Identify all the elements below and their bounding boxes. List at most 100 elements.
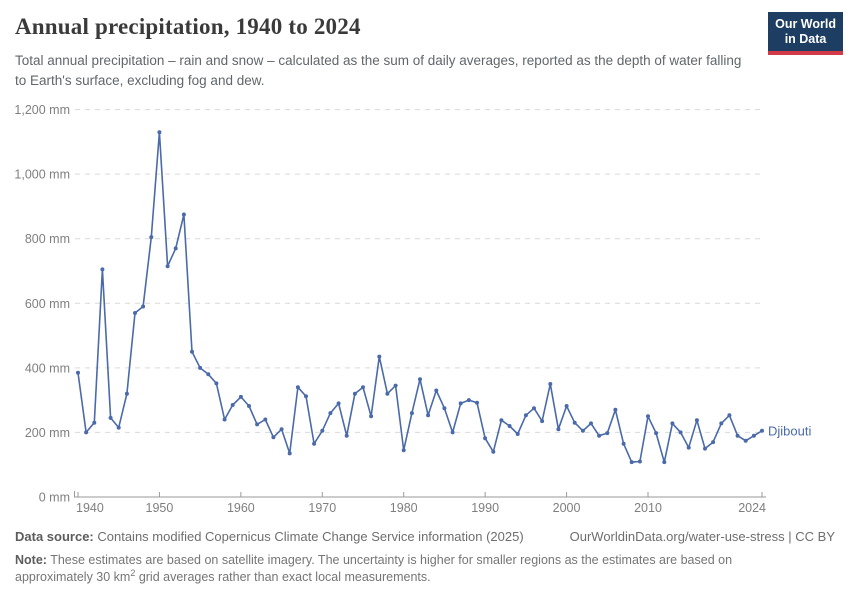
data-point[interactable] — [263, 417, 268, 422]
entity-label-djibouti[interactable]: Djibouti — [768, 423, 811, 438]
data-point[interactable] — [312, 441, 317, 446]
data-point[interactable] — [548, 382, 553, 386]
data-point[interactable] — [108, 415, 113, 420]
data-point[interactable] — [320, 428, 325, 433]
data-point[interactable] — [637, 459, 642, 464]
data-point[interactable] — [507, 424, 512, 428]
data-point[interactable] — [214, 381, 219, 386]
data-point[interactable] — [564, 404, 569, 408]
data-point[interactable] — [442, 406, 447, 411]
y-axis-tick-label: 200 mm — [25, 426, 70, 440]
data-point[interactable] — [572, 420, 577, 425]
data-point[interactable] — [458, 401, 463, 406]
data-point[interactable] — [141, 304, 146, 309]
datasource-text: Data source: Contains modified Copernicu… — [15, 529, 524, 544]
data-point[interactable] — [450, 430, 455, 435]
data-point[interactable] — [133, 311, 137, 315]
data-point[interactable] — [597, 433, 602, 438]
data-point[interactable] — [515, 432, 520, 436]
y-axis-tick-label: 600 mm — [25, 297, 70, 311]
data-point[interactable] — [361, 385, 365, 390]
data-point[interactable] — [124, 391, 129, 396]
data-point[interactable] — [409, 411, 414, 416]
data-point[interactable] — [230, 403, 235, 407]
data-point[interactable] — [401, 448, 406, 453]
precipitation-line-chart[interactable]: 0 mm 200 mm 400 mm 600 mm 800 mm 1,000 mm 1,20… — [0, 95, 850, 525]
data-point[interactable] — [116, 425, 121, 430]
data-point[interactable] — [157, 130, 162, 135]
data-point[interactable] — [760, 428, 764, 433]
data-point[interactable] — [238, 394, 243, 399]
data-point[interactable] — [198, 365, 203, 370]
data-point[interactable] — [271, 435, 276, 440]
data-point[interactable] — [426, 413, 431, 418]
data-point[interactable] — [279, 427, 284, 432]
data-point[interactable] — [580, 428, 585, 433]
data-point[interactable] — [556, 427, 561, 432]
data-point[interactable] — [190, 349, 194, 354]
data-point[interactable] — [475, 400, 479, 405]
data-point[interactable] — [247, 404, 251, 408]
owid-url-link[interactable]: OurWorldinData.org/water-use-stress | CC… — [569, 529, 835, 544]
data-point[interactable] — [523, 413, 528, 418]
data-point[interactable] — [165, 264, 170, 269]
owid-logo-line1: Our World — [775, 17, 836, 31]
data-point[interactable] — [703, 446, 707, 451]
y-axis-tick-label: 1,200 mm — [14, 103, 70, 117]
data-point[interactable] — [418, 377, 422, 382]
chart-subtitle: Total annual precipitation – rain and sn… — [15, 53, 742, 88]
data-point[interactable] — [727, 413, 732, 418]
data-point[interactable] — [369, 414, 374, 419]
data-point[interactable] — [295, 385, 300, 390]
owid-logo[interactable]: Our World in Data — [768, 12, 843, 55]
data-point[interactable] — [662, 460, 667, 465]
djibouti-series-line[interactable] — [77, 131, 763, 463]
data-point[interactable] — [532, 406, 536, 411]
data-point[interactable] — [654, 431, 659, 436]
data-point[interactable] — [255, 422, 260, 427]
data-point[interactable] — [84, 430, 89, 435]
data-point[interactable] — [181, 212, 186, 217]
data-point[interactable] — [678, 430, 683, 435]
data-point[interactable] — [206, 372, 211, 377]
data-point[interactable] — [434, 388, 439, 393]
data-point[interactable] — [222, 417, 227, 422]
data-point[interactable] — [491, 449, 496, 454]
data-point[interactable] — [352, 391, 357, 396]
data-point[interactable] — [751, 433, 756, 438]
data-point[interactable] — [613, 407, 618, 412]
data-point[interactable] — [328, 411, 333, 416]
data-point[interactable] — [393, 383, 398, 388]
data-point[interactable] — [629, 460, 634, 465]
data-point[interactable] — [499, 418, 504, 423]
data-point[interactable] — [100, 267, 105, 272]
data-point[interactable] — [621, 441, 626, 446]
data-point[interactable] — [686, 445, 691, 450]
data-point[interactable] — [377, 354, 382, 359]
data-point[interactable] — [540, 419, 545, 424]
data-point[interactable] — [735, 433, 740, 438]
data-point[interactable] — [287, 451, 292, 456]
data-point[interactable] — [605, 431, 610, 436]
data-point[interactable] — [743, 438, 748, 443]
x-axis-tick-label: 2000 — [553, 501, 581, 515]
data-point[interactable] — [483, 436, 488, 441]
data-point[interactable] — [711, 440, 716, 445]
data-point[interactable] — [694, 418, 699, 423]
data-point[interactable] — [646, 414, 650, 419]
data-point[interactable] — [76, 370, 80, 375]
data-point[interactable] — [385, 391, 390, 396]
data-point[interactable] — [149, 235, 154, 240]
x-axis-tick-label: 1980 — [390, 501, 418, 515]
data-point[interactable] — [173, 246, 178, 251]
data-point[interactable] — [466, 398, 471, 403]
data-point[interactable] — [670, 421, 675, 426]
data-point[interactable] — [344, 433, 349, 438]
data-point[interactable] — [336, 401, 341, 406]
data-point[interactable] — [589, 421, 593, 426]
x-axis-tick-label: 2024 — [738, 501, 766, 515]
data-point[interactable] — [304, 394, 308, 399]
data-point[interactable] — [719, 421, 724, 426]
data-point[interactable] — [92, 420, 97, 425]
